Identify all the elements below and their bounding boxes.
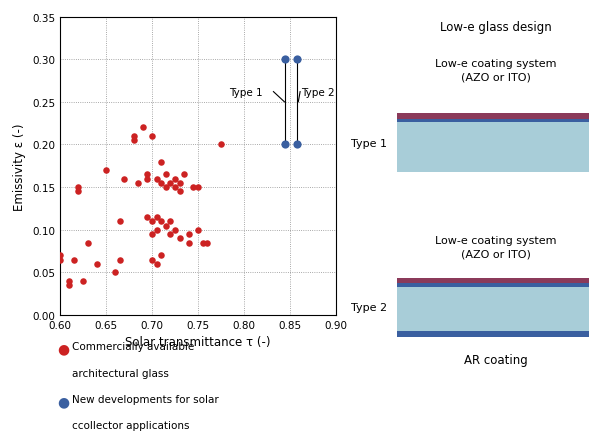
Point: [101, 167, 111, 174]
Bar: [397, 278, 589, 337]
Point: [216, 141, 226, 148]
Point: [64, 278, 74, 285]
Text: ●: ●: [57, 394, 69, 408]
Point: [293, 141, 302, 148]
Point: [83, 240, 92, 247]
Text: Low-e glass design: Low-e glass design: [440, 21, 551, 34]
Point: [152, 261, 161, 268]
Point: [119, 176, 129, 183]
Point: [157, 252, 166, 259]
Point: [179, 171, 189, 178]
Point: [78, 278, 88, 285]
Point: [92, 261, 101, 268]
Text: Commercially available: Commercially available: [72, 342, 194, 352]
Text: ●: ●: [57, 342, 69, 356]
Point: [110, 269, 120, 276]
Point: [55, 257, 65, 264]
Point: [281, 141, 290, 148]
Point: [184, 240, 194, 247]
Text: ccollector applications: ccollector applications: [72, 420, 190, 431]
Text: Low-e coating system
(AZO or ITO): Low-e coating system (AZO or ITO): [435, 59, 556, 82]
Point: [74, 188, 83, 195]
Point: [170, 184, 180, 191]
Point: [166, 231, 175, 238]
Text: architectural glass: architectural glass: [72, 368, 169, 378]
Bar: [397, 278, 589, 284]
Point: [184, 231, 194, 238]
Point: [55, 252, 65, 259]
Bar: [397, 120, 589, 123]
Point: [152, 227, 161, 234]
Point: [147, 231, 157, 238]
X-axis label: Solar transmittance τ (-): Solar transmittance τ (-): [125, 336, 271, 349]
Point: [175, 188, 184, 195]
Point: [198, 240, 208, 247]
Point: [175, 180, 184, 187]
Point: [161, 171, 170, 178]
Point: [157, 159, 166, 166]
Point: [188, 184, 198, 191]
Bar: [397, 114, 589, 173]
Point: [293, 57, 302, 64]
Point: [143, 176, 152, 183]
Point: [64, 282, 74, 289]
Point: [166, 180, 175, 187]
Point: [193, 227, 203, 234]
Point: [147, 257, 157, 264]
Text: Type 2: Type 2: [351, 302, 388, 312]
Point: [143, 171, 152, 178]
Point: [161, 184, 170, 191]
Point: [74, 184, 83, 191]
Y-axis label: Emissivity ε (-): Emissivity ε (-): [13, 123, 26, 210]
Text: Type 1: Type 1: [352, 138, 388, 148]
Point: [143, 214, 152, 221]
Bar: [397, 284, 589, 287]
Point: [147, 133, 157, 140]
Point: [133, 180, 143, 187]
Point: [193, 184, 203, 191]
Bar: [397, 332, 589, 337]
Point: [157, 180, 166, 187]
Point: [147, 218, 157, 225]
Point: [129, 138, 139, 145]
Text: Type 2: Type 2: [301, 88, 335, 97]
Point: [115, 218, 125, 225]
Bar: [397, 114, 589, 120]
Point: [161, 223, 170, 230]
Point: [157, 218, 166, 225]
Point: [69, 257, 79, 264]
Point: [129, 133, 139, 140]
Point: [115, 257, 125, 264]
Point: [281, 57, 290, 64]
Point: [138, 125, 148, 132]
Text: Type 1: Type 1: [229, 88, 262, 97]
Point: [170, 176, 180, 183]
Point: [166, 218, 175, 225]
Point: [152, 176, 161, 183]
Text: New developments for solar: New developments for solar: [72, 394, 219, 404]
Text: Low-e coating system
(AZO or ITO): Low-e coating system (AZO or ITO): [435, 236, 556, 259]
Point: [170, 227, 180, 234]
Point: [202, 240, 212, 247]
Point: [152, 214, 161, 221]
Point: [175, 235, 184, 242]
Text: AR coating: AR coating: [464, 353, 527, 367]
